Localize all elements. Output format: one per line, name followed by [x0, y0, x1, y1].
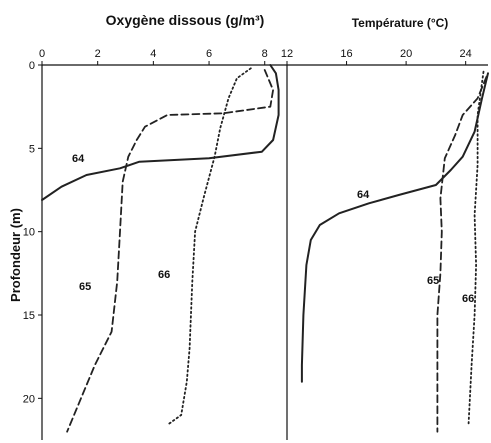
y-tick-label: 15: [23, 310, 35, 322]
temperature-curve-label: 66: [462, 293, 474, 305]
y-axis-ticks: 0 5 10 15 20: [23, 60, 42, 405]
oxygen-series-64: [41, 64, 280, 201]
temperature-curve-label: 64: [357, 189, 370, 201]
right-chart-title: Température (°C): [352, 16, 449, 30]
temperature-series-64: [300, 72, 489, 383]
left-x-axis-ticks: 0 2 4 6 8: [39, 48, 268, 65]
x-tick-label: 20: [400, 48, 412, 60]
y-tick-label: 10: [23, 227, 35, 239]
y-tick-label: 0: [29, 60, 35, 72]
x-tick-label: 4: [150, 48, 156, 60]
y-tick-label: 5: [29, 143, 35, 155]
series-group: [41, 64, 489, 433]
plot-frame: [41, 64, 488, 440]
x-tick-label: 2: [95, 48, 101, 60]
x-tick-label: 16: [340, 48, 352, 60]
curve-labels-group: 64 65 66 64 65 66: [72, 153, 474, 305]
oxygen-curve-label: 64: [72, 153, 85, 165]
y-tick-label: 20: [23, 393, 35, 405]
oxygen-series-66: [166, 67, 252, 426]
y-axis-label: Profondeur (m): [8, 208, 23, 302]
x-tick-label: 12: [281, 48, 293, 60]
oxygen-series-65: [66, 69, 274, 433]
left-chart-title: Oxygène dissous (g/m³): [106, 12, 265, 28]
right-x-axis-ticks: 12 16 20 24: [281, 48, 472, 65]
oxygen-curve-label: 66: [158, 269, 170, 281]
x-tick-label: 6: [206, 48, 212, 60]
x-tick-label: 8: [262, 48, 268, 60]
temperature-series-66: [467, 70, 485, 425]
temperature-curve-label: 65: [427, 275, 439, 287]
x-tick-label: 24: [460, 48, 472, 60]
oxygen-curve-label: 65: [79, 281, 91, 293]
x-tick-label: 0: [39, 48, 45, 60]
temperature-series-65: [436, 75, 488, 433]
